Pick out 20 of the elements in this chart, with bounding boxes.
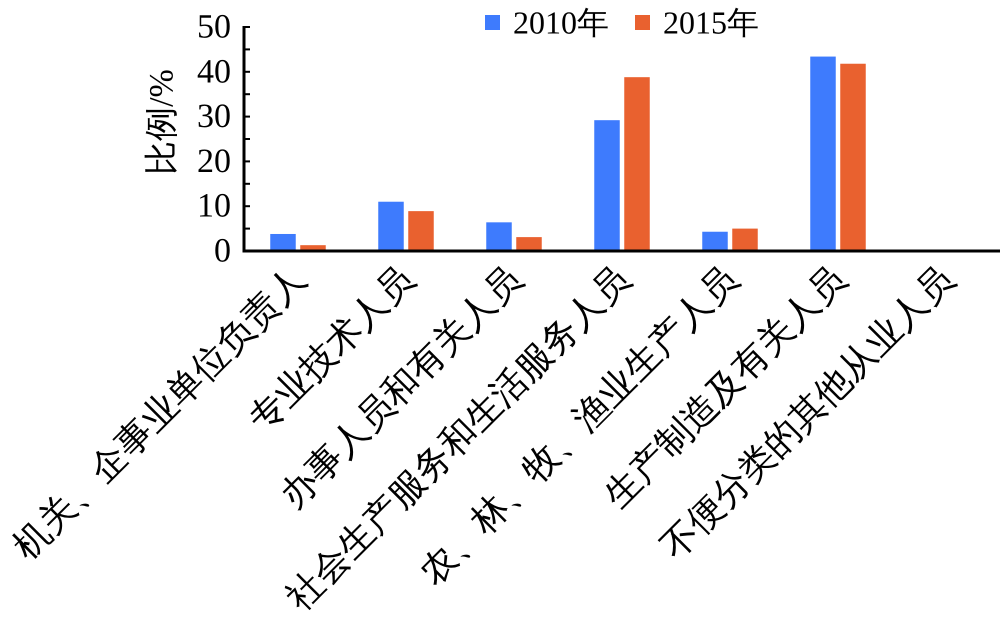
legend-label: 2015年 xyxy=(663,4,759,40)
y-axis-title: 比例/% xyxy=(144,69,180,175)
y-tick-label: 0 xyxy=(214,232,231,270)
y-tick-label: 40 xyxy=(197,53,231,90)
bar xyxy=(270,234,296,251)
bar xyxy=(594,120,620,251)
y-tick-label: 50 xyxy=(197,8,231,46)
bar xyxy=(516,237,542,251)
y-tick-label: 10 xyxy=(197,188,231,225)
bar xyxy=(408,211,434,251)
bar xyxy=(378,202,404,251)
bar xyxy=(486,222,512,251)
legend-label: 2010年 xyxy=(513,4,609,40)
y-tick-label: 30 xyxy=(197,98,231,136)
bar xyxy=(840,64,866,251)
bar xyxy=(702,232,728,251)
bar xyxy=(810,56,836,251)
y-tick-label: 20 xyxy=(197,142,231,180)
bar xyxy=(624,77,650,251)
bar xyxy=(732,228,758,251)
